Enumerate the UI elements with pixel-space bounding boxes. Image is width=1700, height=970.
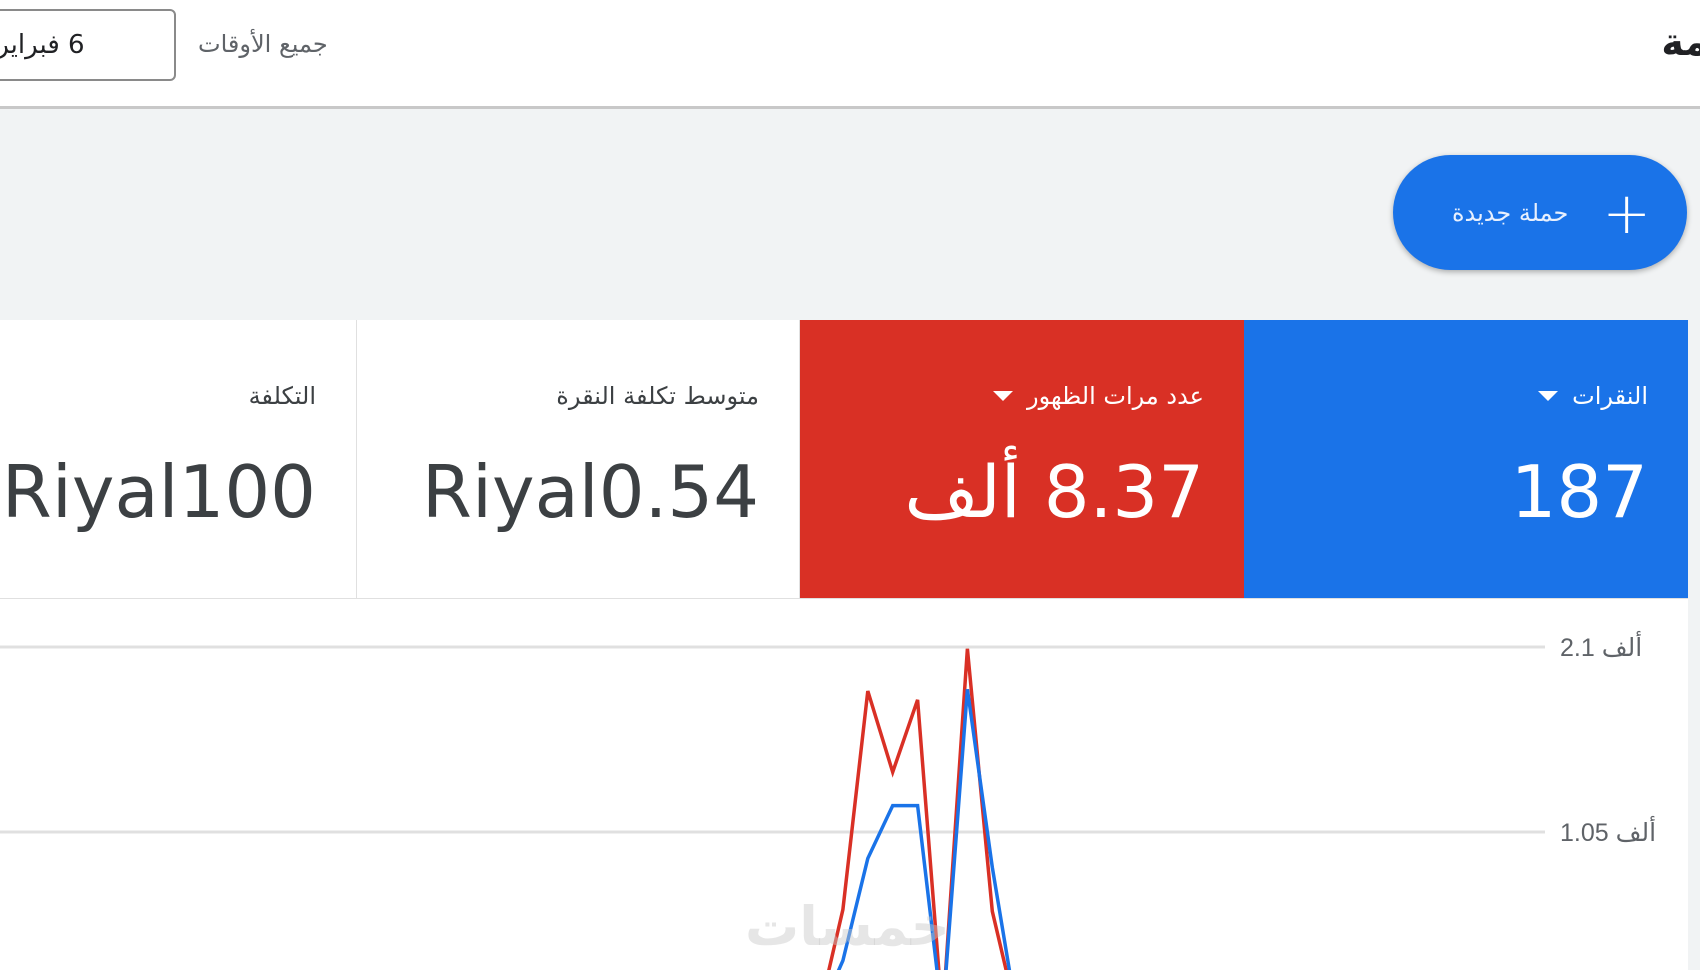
metric-label: عدد مرات الظهور	[1027, 382, 1204, 410]
metric-card-cost[interactable]: التكلفة Riyal100	[0, 320, 357, 598]
watermark-logo: خمسات	[745, 895, 950, 958]
y-tick-label: 2.1 ألف	[1560, 630, 1642, 662]
plus-icon: +	[1602, 178, 1651, 247]
scroll-edge	[1688, 320, 1700, 970]
performance-chart: 2.1 ألف 1.05 ألف	[0, 630, 1656, 970]
metric-label: متوسط تكلفة النقرة	[556, 382, 759, 410]
metric-card-impressions[interactable]: عدد مرات الظهور 8.37 ألف	[800, 320, 1244, 598]
metric-value: 8.37 ألف	[904, 450, 1204, 534]
metric-card-avg-cpc[interactable]: متوسط تكلفة النقرة Riyal0.54	[357, 320, 800, 598]
top-header: مة 6 فبراير – ... جميع الأوقات	[0, 0, 1700, 109]
metric-label: النقرات	[1572, 382, 1648, 410]
all-times-label: جميع الأوقات	[198, 30, 328, 58]
date-range-picker[interactable]: 6 فبراير – ...	[0, 9, 176, 81]
metric-label: التكلفة	[248, 382, 316, 410]
metric-cards: التكلفة Riyal100 متوسط تكلفة النقرة Riya…	[0, 320, 1688, 599]
page-title: مة	[1661, 20, 1700, 64]
metric-value: 187	[1510, 450, 1648, 534]
metric-card-clicks[interactable]: النقرات 187	[1244, 320, 1688, 598]
metric-value: Riyal0.54	[421, 450, 759, 534]
y-tick-label: 1.05 ألف	[1560, 815, 1656, 847]
metric-value: Riyal100	[1, 450, 316, 534]
new-campaign-label: حملة جديدة	[1451, 198, 1569, 227]
dropdown-caret-icon[interactable]	[1538, 391, 1559, 401]
new-campaign-button[interactable]: حملة جديدة +	[1393, 155, 1687, 270]
dropdown-caret-icon[interactable]	[993, 391, 1014, 401]
date-range-text: 6 فبراير – ...	[0, 30, 85, 60]
